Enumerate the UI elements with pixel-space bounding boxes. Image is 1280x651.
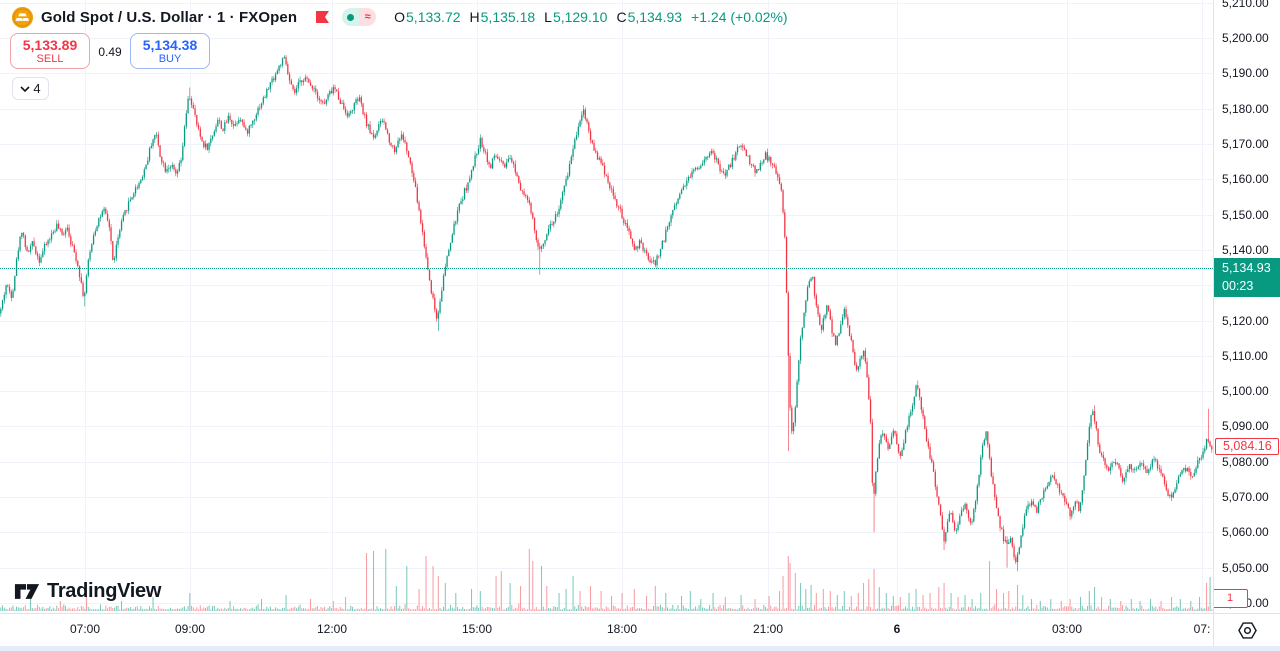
price-tick-label: 5,180.00 [1222, 101, 1269, 116]
scale-settings-gear-icon[interactable] [1237, 621, 1257, 640]
time-tick-label: 6 [893, 622, 901, 636]
close-value: 5,134.93 [627, 9, 683, 25]
low-value: 5,129.10 [552, 9, 608, 25]
tradingview-logo-text: TradingView [47, 580, 162, 602]
time-tick-label: 07: [1193, 622, 1211, 636]
candles-count-dropdown[interactable]: 4 [12, 77, 49, 100]
price-tick-label: 5,160.00 [1222, 172, 1269, 187]
price-tick-label: 5,080.00 [1222, 454, 1269, 469]
bottom-pane-strip [0, 646, 1280, 651]
ohlc-readout: O5,133.72 H5,135.18 L5,129.10 C5,134.93 … [394, 9, 788, 25]
price-tick-label: 5,190.00 [1222, 66, 1269, 81]
price-tick-label: 5,050.00 [1222, 560, 1269, 575]
open-value: 5,133.72 [406, 9, 461, 25]
symbol-title: Gold Spot / U.S. Dollar · 1 · FXOpen [41, 8, 298, 26]
buy-label: BUY [158, 53, 182, 65]
price-tick-label: 5,210.00 [1222, 0, 1269, 10]
bar-countdown: 00:23 [1222, 278, 1254, 293]
buy-price: 5,134.38 [142, 37, 198, 53]
scales-corner [1213, 613, 1280, 646]
price-tick-label: 5,060.00 [1222, 525, 1269, 540]
tradingview-logo[interactable]: TradingView [14, 580, 161, 603]
approx-icon: ≈ [359, 8, 377, 26]
symbol-header[interactable]: Gold Spot / U.S. Dollar · 1 · FXOpen ≈ O… [12, 4, 788, 30]
price-chart-canvas[interactable] [0, 0, 1213, 613]
high-value: 5,135.18 [480, 9, 536, 25]
sell-price: 5,133.89 [22, 37, 78, 53]
last-trade-price-label: 5,084.16 [1215, 438, 1279, 456]
current-price-label: 5,134.93 00:23 [1214, 257, 1280, 297]
current-price-line [0, 268, 1213, 269]
time-tick-label: 18:00 [606, 622, 638, 636]
buy-button[interactable]: 5,134.38 BUY [130, 33, 210, 69]
chart-pane[interactable] [0, 0, 1213, 613]
price-tick-label: 5,170.00 [1222, 136, 1269, 151]
current-price-value: 5,134.93 [1222, 260, 1271, 275]
price-tick-label: 5,090.00 [1222, 419, 1269, 434]
time-tick-label: 07:00 [69, 622, 101, 636]
time-tick-label: 09:00 [174, 622, 206, 636]
spread-value: 0.49 [98, 45, 122, 59]
price-tick-label: 5,120.00 [1222, 313, 1269, 328]
candles-count-label: 4 [33, 81, 41, 96]
time-scale[interactable]: 07:00 09:00 12:00 15:00 18:00 21:00 6 03:00 07: [0, 613, 1213, 646]
chevron-down-icon [20, 85, 30, 92]
time-tick-label: 03:00 [1051, 622, 1083, 636]
flag-icon[interactable] [315, 10, 330, 24]
time-tick-label: 21:00 [752, 622, 784, 636]
price-tick-label: 5,110.00 [1222, 348, 1268, 363]
price-unit-badge: 1 [1214, 588, 1248, 608]
price-tick-label: 5,100.00 [1222, 384, 1269, 399]
tradingview-logo-icon [14, 584, 40, 599]
sell-button[interactable]: 5,133.89 SELL [10, 33, 90, 69]
gold-bars-icon [12, 6, 33, 28]
dot-icon [342, 8, 360, 26]
price-tick-label: 5,140.00 [1222, 242, 1269, 257]
price-tick-label: 5,200.00 [1222, 31, 1269, 45]
sell-label: SELL [36, 53, 64, 65]
trade-panel: 5,133.89 SELL 0.49 5,134.38 BUY [10, 33, 210, 69]
time-tick-label: 12:00 [316, 622, 348, 636]
price-scale[interactable]: 5,134.93 00:23 5,084.16 1 5,210.00 5,200.… [1213, 0, 1280, 613]
market-status-pill[interactable]: ≈ [342, 8, 377, 26]
time-tick-label: 15:00 [461, 622, 493, 636]
change-value: +1.24 (+0.02%) [691, 9, 788, 25]
price-tick-label: 5,150.00 [1222, 207, 1269, 222]
price-tick-label: 5,070.00 [1222, 490, 1269, 505]
